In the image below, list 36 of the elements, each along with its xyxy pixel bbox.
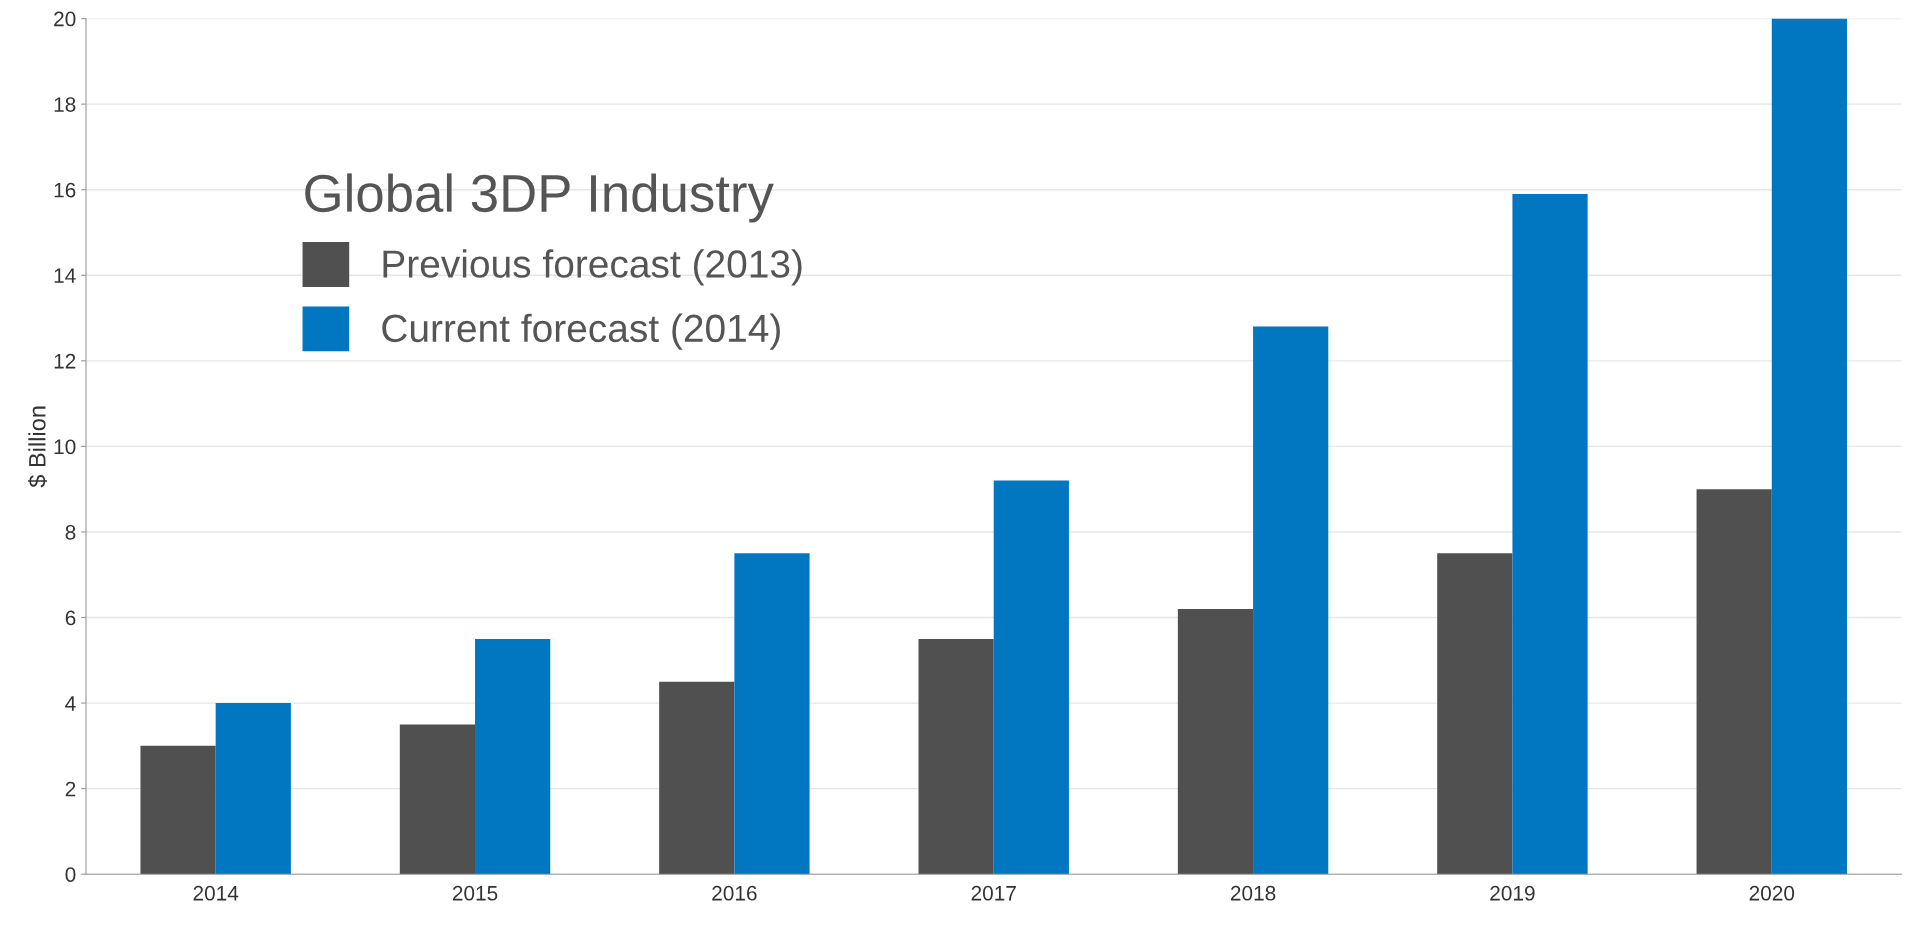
y-axis-title: $ Billion — [27, 406, 48, 488]
y-tick-label: 4 — [65, 696, 76, 711]
bar — [1696, 489, 1772, 875]
legend-label: Current forecast (2014) — [382, 313, 780, 350]
x-tick-label: 2014 — [193, 885, 239, 901]
y-tick-label: 14 — [54, 268, 76, 283]
y-tick-label: 20 — [54, 11, 76, 27]
bar — [918, 638, 994, 875]
bar — [1771, 18, 1847, 875]
bar — [659, 681, 735, 875]
bar — [140, 745, 216, 875]
bar — [1437, 553, 1513, 875]
x-tick-label: 2015 — [452, 885, 498, 901]
y-tick-label: 12 — [54, 353, 76, 369]
bar — [1512, 194, 1588, 875]
x-tick-label: 2019 — [1490, 885, 1535, 901]
bar — [734, 553, 810, 875]
bar — [399, 724, 476, 875]
x-tick-label: 2020 — [1749, 885, 1795, 901]
y-tick-label: 16 — [54, 182, 76, 198]
legend-label: Previous forecast (2013) — [383, 249, 802, 286]
bar — [215, 703, 291, 875]
bar — [993, 480, 1069, 875]
y-tick-label: 10 — [54, 439, 76, 455]
y-tick-label: 18 — [54, 97, 76, 112]
y-tick-label: 0 — [65, 867, 76, 882]
bar — [1253, 326, 1329, 875]
x-tick-label: 2018 — [1230, 885, 1276, 901]
legend-title: Global 3DP Industry — [305, 173, 774, 223]
bar — [1177, 608, 1254, 875]
y-tick-label: 6 — [65, 610, 76, 626]
x-tick-label: 2017 — [971, 885, 1016, 901]
y-tick-label: 8 — [65, 524, 76, 540]
y-tick-label: 2 — [65, 781, 76, 797]
x-tick-label: 2016 — [712, 885, 757, 901]
bar — [475, 638, 551, 875]
